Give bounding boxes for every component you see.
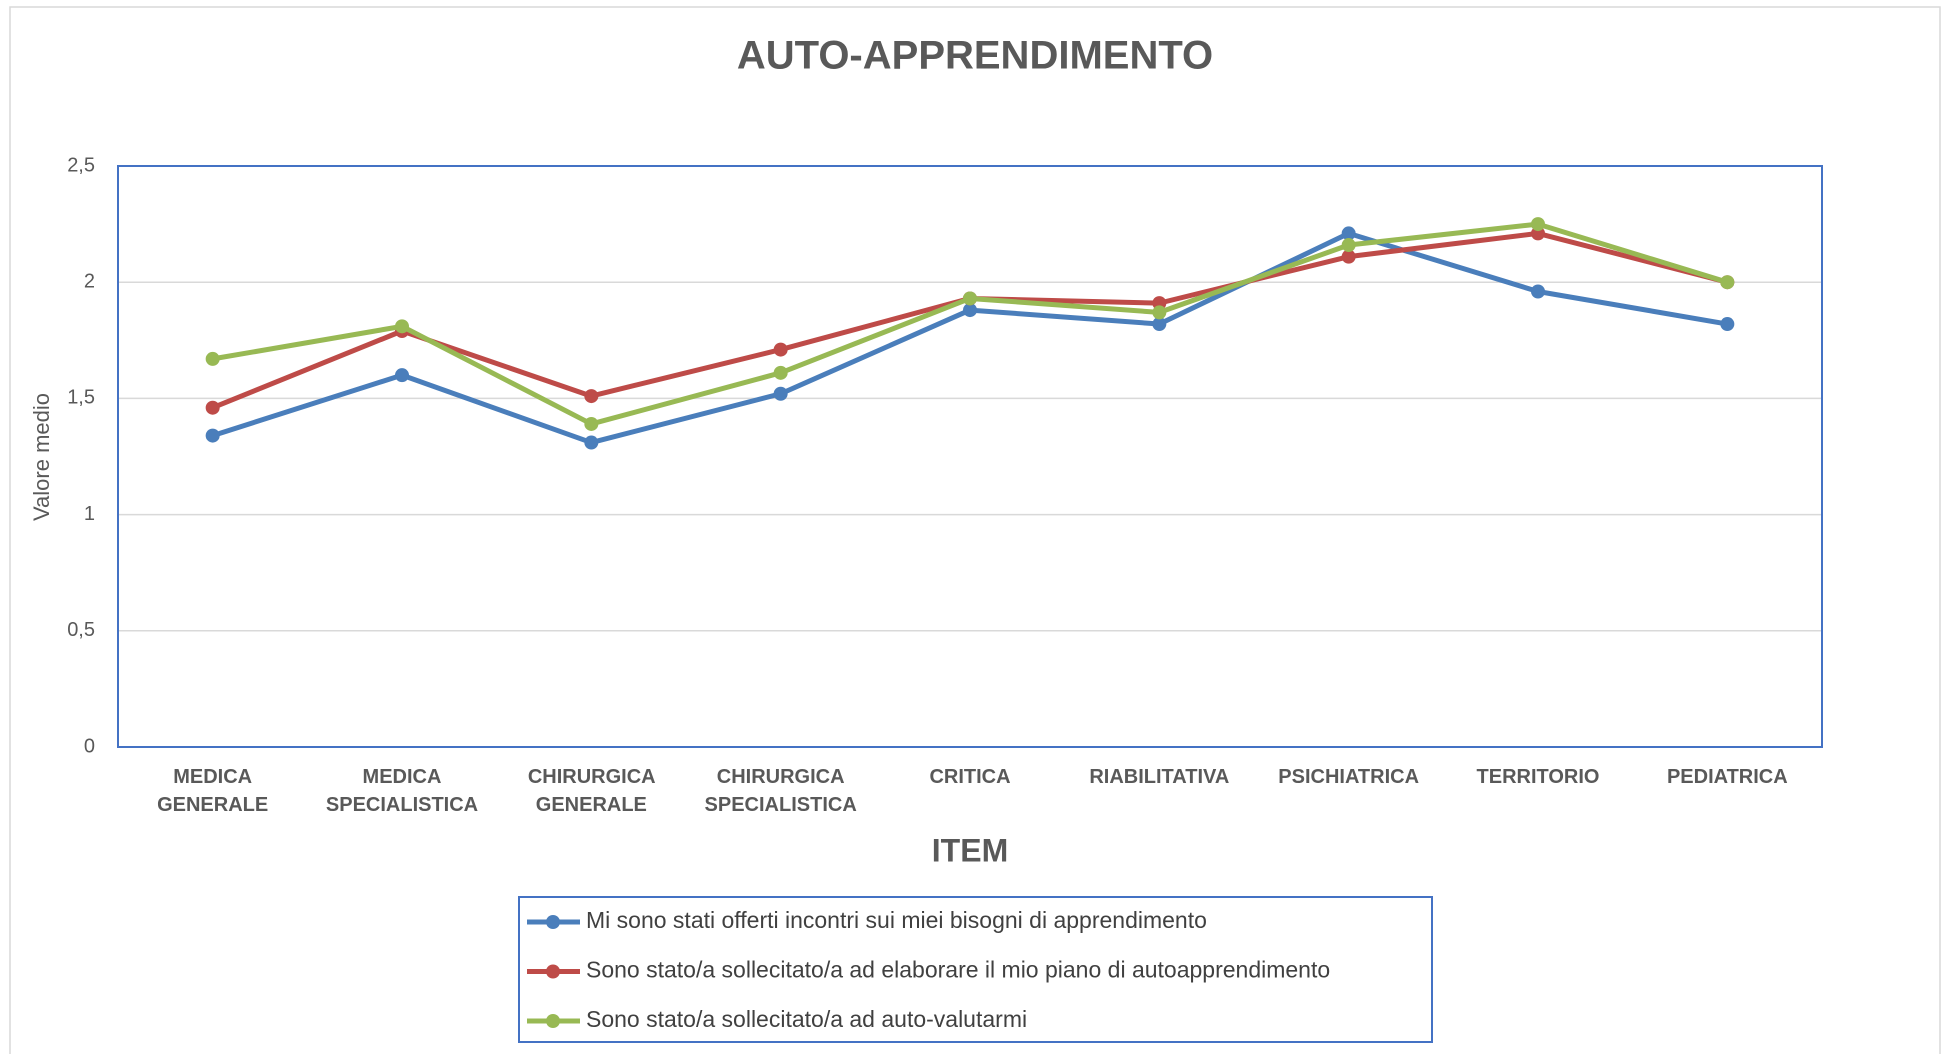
x-tick-label: CHIRURGICA SPECIALISTICA [704,766,857,816]
x-tick-label: MEDICA GENERALE [157,766,269,816]
data-point [1720,317,1735,332]
y-tick-label: 1 [84,503,95,525]
plot-border [117,165,1823,748]
data-point [963,291,977,306]
data-point [205,400,220,415]
data-point [584,435,599,450]
data-point [584,416,599,431]
legend-label: Sono stato/a sollecitato/a ad elaborare … [586,957,1330,983]
x-tick-label: PSICHIATRICA [1278,766,1420,788]
series-line [211,230,1728,446]
data-point [773,342,788,357]
data-point [1720,275,1735,290]
legend-label: Mi sono stati offerti incontri sui miei … [586,907,1207,933]
x-axis-label: ITEM [932,832,1008,868]
legend-label: Sono stato/a sollecitato/a ad auto-valut… [586,1006,1027,1032]
data-point [205,428,220,443]
legend-box [518,896,1433,1043]
series-line [212,221,1729,427]
y-tick-label: 0 [84,735,95,757]
chart-title: AUTO-APPRENDIMENTO [737,34,1213,78]
data-point [584,389,599,404]
x-tick-label: PEDIATRICA [1666,766,1788,788]
data-point [963,303,977,318]
data-point [1341,238,1356,253]
data-point [395,319,409,334]
data-point [1152,317,1167,332]
series-line [211,230,1728,411]
legend-marker [546,964,560,979]
y-tick-label: 0,5 [67,619,95,641]
x-tick-label: RIABILITATIVA [1089,766,1230,788]
x-tick-label: TERRITORIO [1476,766,1600,788]
y-tick-label: 1,5 [67,387,95,409]
data-point [1531,217,1545,232]
data-point [1152,305,1167,320]
data-point [773,365,788,380]
y-axis-label: Valore medio [29,393,54,521]
data-point [205,351,220,366]
x-tick-label: MEDICA SPECIALISTICA [325,766,479,816]
x-tick-label: CHIRURGICA GENERALE [527,766,656,816]
data-point [773,386,788,401]
data-point [395,368,409,383]
data-point [1341,249,1356,264]
chart-border [9,6,1941,1054]
data-point [1341,226,1356,241]
legend-marker [546,1014,560,1028]
legend-marker [546,915,560,929]
y-tick-label: 2 [84,270,95,292]
x-tick-label: CRITICA [929,766,1011,788]
y-tick-label: 2,5 [67,154,95,176]
data-point [1531,284,1545,299]
